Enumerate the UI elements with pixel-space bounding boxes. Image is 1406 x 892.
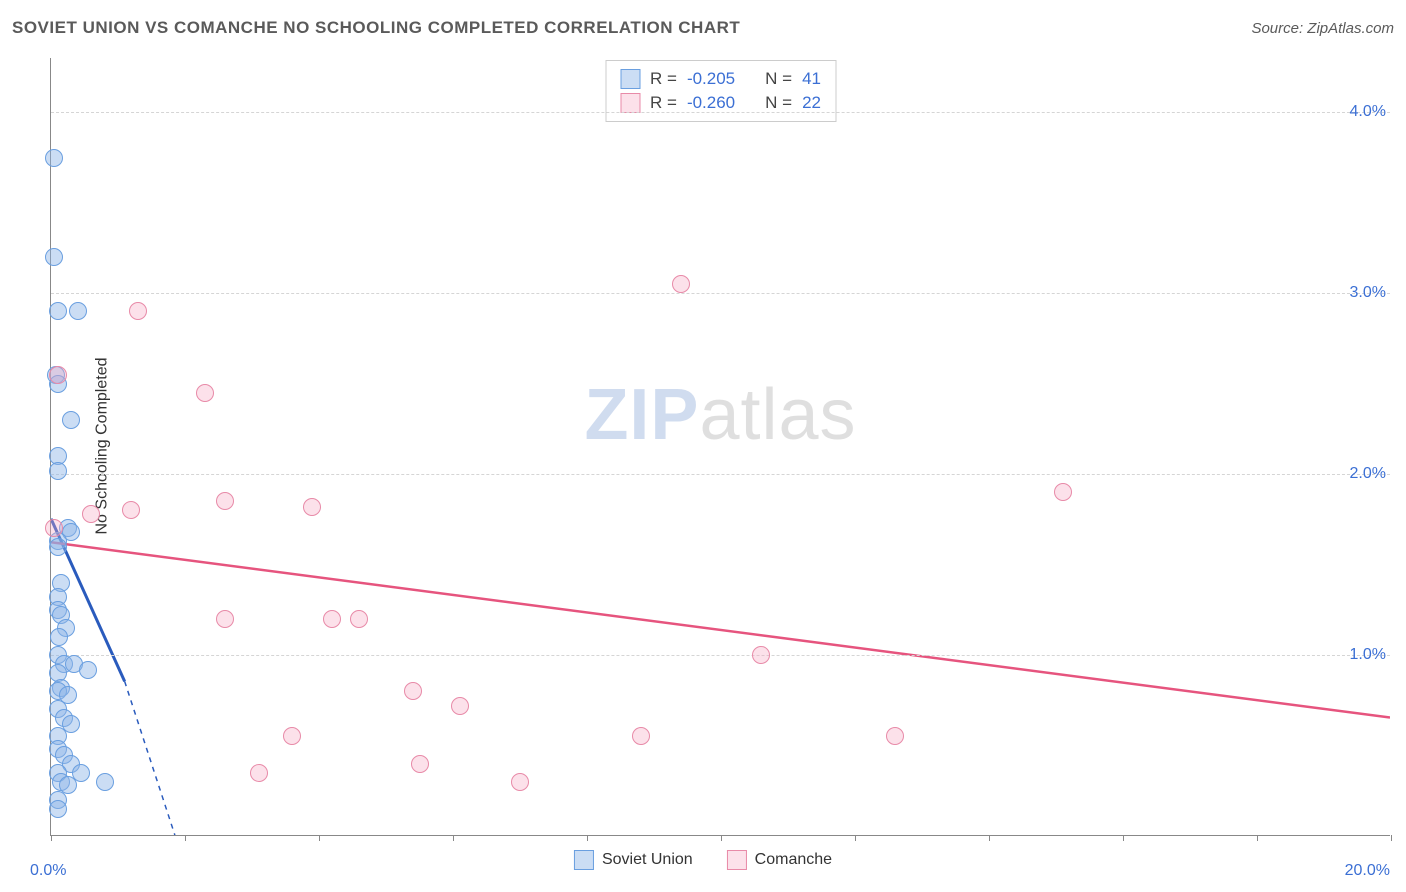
- scatter-point: [45, 149, 63, 167]
- watermark-zip: ZIP: [584, 375, 699, 455]
- n-value: 41: [802, 69, 821, 89]
- y-tick-label: 1.0%: [1350, 646, 1392, 664]
- trend-line: [51, 542, 1390, 717]
- x-tick: [1123, 835, 1124, 841]
- watermark-atlas: atlas: [699, 375, 856, 455]
- r-label: R =: [650, 93, 677, 113]
- scatter-point: [404, 682, 422, 700]
- y-tick-label: 4.0%: [1350, 103, 1392, 121]
- y-tick-label: 3.0%: [1350, 284, 1392, 302]
- scatter-point: [886, 727, 904, 745]
- legend-item: Soviet Union: [574, 850, 693, 870]
- x-tick: [721, 835, 722, 841]
- legend-label: Comanche: [755, 851, 832, 869]
- r-value: -0.260: [687, 93, 735, 113]
- scatter-point: [49, 302, 67, 320]
- x-tick: [989, 835, 990, 841]
- scatter-point: [79, 661, 97, 679]
- x-tick: [51, 835, 52, 841]
- bottom-legend: Soviet Union Comanche: [574, 850, 832, 870]
- legend-label: Soviet Union: [602, 851, 693, 869]
- chart-container: SOVIET UNION VS COMANCHE NO SCHOOLING CO…: [0, 0, 1406, 892]
- legend-item: Comanche: [727, 850, 832, 870]
- scatter-point: [451, 697, 469, 715]
- n-label: N =: [765, 93, 792, 113]
- x-tick: [855, 835, 856, 841]
- y-tick-label: 2.0%: [1350, 465, 1392, 483]
- scatter-point: [216, 492, 234, 510]
- trend-line-extrapolated: [125, 681, 175, 835]
- scatter-point: [196, 384, 214, 402]
- scatter-point: [72, 764, 90, 782]
- scatter-point: [632, 727, 650, 745]
- scatter-point: [96, 773, 114, 791]
- scatter-point: [50, 628, 68, 646]
- scatter-point: [303, 498, 321, 516]
- scatter-point: [69, 302, 87, 320]
- scatter-point: [283, 727, 301, 745]
- scatter-point: [350, 610, 368, 628]
- scatter-point: [49, 462, 67, 480]
- gridline: [51, 112, 1390, 113]
- x-tick: [319, 835, 320, 841]
- gridline: [51, 474, 1390, 475]
- scatter-point: [45, 248, 63, 266]
- plot-area: ZIPatlas R = -0.205 N = 41 R = -0.260 N = 22 1.…: [50, 58, 1390, 836]
- n-value: 22: [802, 93, 821, 113]
- n-label: N =: [765, 69, 792, 89]
- legend-swatch: [620, 93, 640, 113]
- chart-title: SOVIET UNION VS COMANCHE NO SCHOOLING CO…: [12, 18, 740, 38]
- scatter-point: [49, 538, 67, 556]
- scatter-point: [511, 773, 529, 791]
- gridline: [51, 655, 1390, 656]
- x-tick: [1391, 835, 1392, 841]
- x-axis-max-label: 20.0%: [1345, 862, 1390, 880]
- legend-swatch: [574, 850, 594, 870]
- scatter-point: [49, 366, 67, 384]
- header: SOVIET UNION VS COMANCHE NO SCHOOLING CO…: [12, 18, 1394, 38]
- r-value: -0.205: [687, 69, 735, 89]
- scatter-point: [129, 302, 147, 320]
- scatter-point: [323, 610, 341, 628]
- scatter-point: [82, 505, 100, 523]
- scatter-point: [122, 501, 140, 519]
- scatter-point: [250, 764, 268, 782]
- scatter-point: [45, 519, 63, 537]
- legend-swatch: [727, 850, 747, 870]
- gridline: [51, 293, 1390, 294]
- scatter-point: [411, 755, 429, 773]
- source-label: Source: ZipAtlas.com: [1251, 20, 1394, 37]
- legend-swatch: [620, 69, 640, 89]
- scatter-point: [752, 646, 770, 664]
- watermark: ZIPatlas: [584, 374, 856, 456]
- scatter-point: [216, 610, 234, 628]
- x-tick: [1257, 835, 1258, 841]
- trend-lines-svg: [51, 58, 1390, 835]
- x-tick: [453, 835, 454, 841]
- scatter-point: [1054, 483, 1072, 501]
- scatter-point: [672, 275, 690, 293]
- r-label: R =: [650, 69, 677, 89]
- x-tick: [587, 835, 588, 841]
- x-tick: [185, 835, 186, 841]
- scatter-point: [49, 800, 67, 818]
- x-axis-min-label: 0.0%: [30, 862, 66, 880]
- scatter-point: [62, 411, 80, 429]
- stats-row: R = -0.205 N = 41: [620, 67, 821, 91]
